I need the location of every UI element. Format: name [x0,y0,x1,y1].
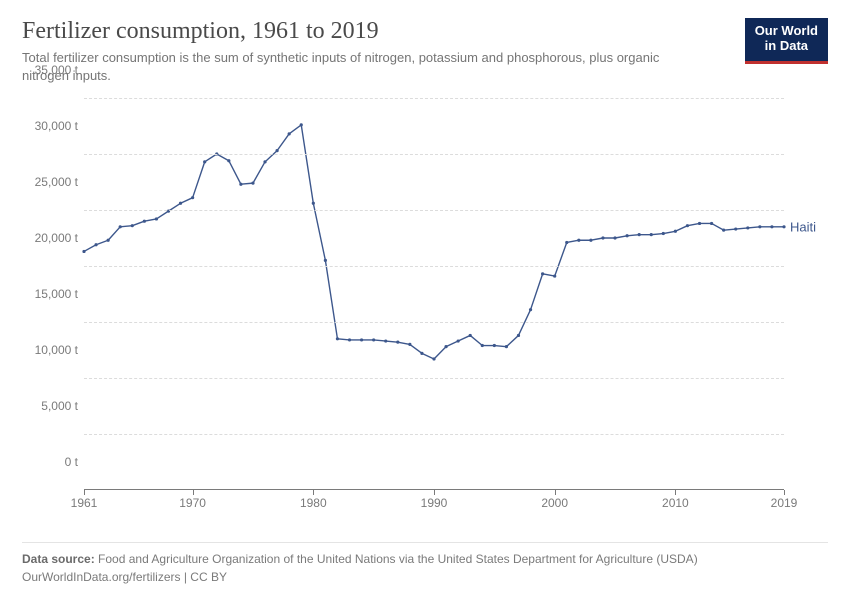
license: CC BY [190,570,227,584]
source-label: Data source: [22,552,95,566]
permalink-line: OurWorldInData.org/fertilizers | CC BY [22,569,828,586]
gridline [84,434,784,435]
y-tick-label: 15,000 t [22,287,78,301]
gridline [84,154,784,155]
source-text: Food and Agriculture Organization of the… [98,552,698,566]
subtitle: Total fertilizer consumption is the sum … [22,49,662,84]
header: Fertilizer consumption, 1961 to 2019 Tot… [22,18,828,84]
y-tick-label: 0 t [22,455,78,469]
plot-area: 1961197019801990200020102019Haiti [84,98,784,490]
x-tick-label: 1990 [421,496,448,510]
y-tick-label: 5,000 t [22,399,78,413]
x-tick-mark [193,490,194,495]
x-tick-mark [784,490,785,495]
series-line [84,98,784,490]
source-line: Data source: Food and Agriculture Organi… [22,551,828,568]
x-tick-label: 2019 [771,496,798,510]
gridline [84,266,784,267]
gridline [84,322,784,323]
page-title: Fertilizer consumption, 1961 to 2019 [22,18,745,45]
owid-logo[interactable]: Our World in Data [745,18,828,64]
y-tick-label: 30,000 t [22,119,78,133]
title-block: Fertilizer consumption, 1961 to 2019 Tot… [22,18,745,84]
y-tick-label: 25,000 t [22,175,78,189]
x-tick-mark [313,490,314,495]
x-tick-label: 1970 [179,496,206,510]
y-tick-label: 10,000 t [22,343,78,357]
y-tick-label: 20,000 t [22,231,78,245]
gridline [84,378,784,379]
x-tick-label: 1980 [300,496,327,510]
y-axis: 0 t 5,000 t 10,000 t 15,000 t 20,000 t 25,000… [22,98,78,490]
line-chart: 0 t 5,000 t 10,000 t 15,000 t 20,000 t 25,000… [22,98,828,518]
permalink: OurWorldInData.org/fertilizers [22,570,181,584]
x-tick-mark [84,490,85,495]
gridline [84,98,784,99]
x-tick-mark [675,490,676,495]
gridline [84,210,784,211]
x-tick-label: 1961 [71,496,98,510]
y-tick-label: 35,000 t [22,63,78,77]
x-tick-mark [555,490,556,495]
x-tick-mark [434,490,435,495]
footer: Data source: Food and Agriculture Organi… [22,542,828,586]
x-tick-label: 2000 [541,496,568,510]
series-label[interactable]: Haiti [790,219,816,234]
x-tick-label: 2010 [662,496,689,510]
